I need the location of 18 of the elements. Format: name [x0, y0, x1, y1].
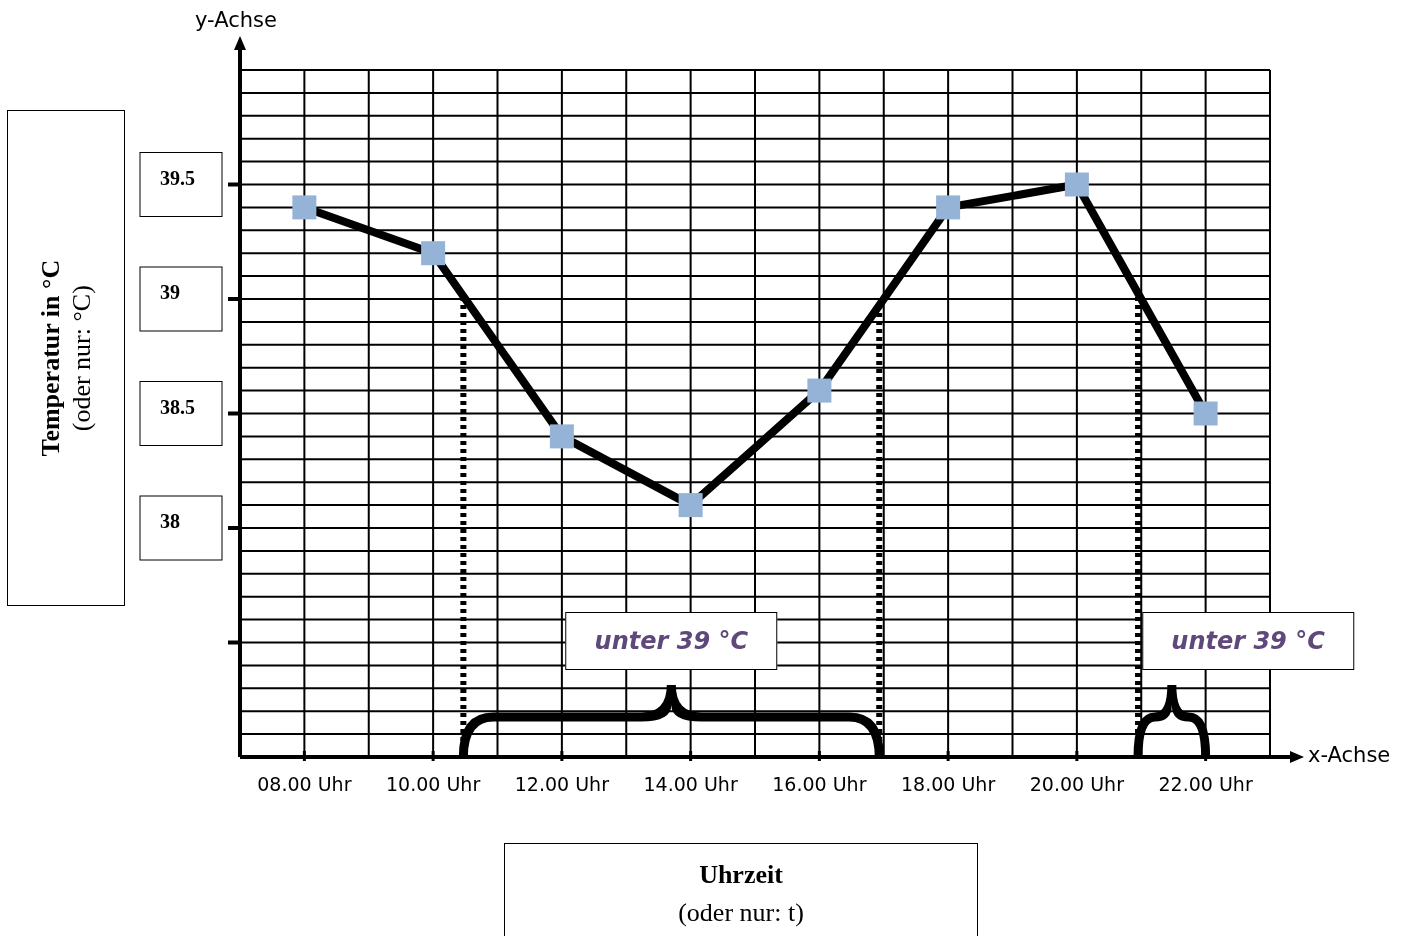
y-tick-label: 39 [160, 281, 180, 303]
x-tick-label: 10.00 Uhr [386, 773, 481, 795]
x-axis-title: Uhrzeit (oder nur: t) [677, 859, 805, 929]
x-tick-label: 20.00 Uhr [1029, 773, 1125, 795]
annotation: unter 39 °C [565, 612, 778, 670]
text: y-Achse [195, 8, 277, 32]
x-tick-label: 14.00 Uhr [643, 773, 738, 795]
annotation: unter 39 °C [1142, 612, 1354, 670]
y-tick-label: 39.5 [160, 166, 195, 189]
x-tick-label: 22.00 Uhr [1158, 773, 1253, 795]
x-tick-label: 16.00 Uhr [772, 773, 867, 795]
x-tick-label: 08.00 Uhr [257, 773, 352, 795]
y-tick-label: 38.5 [160, 395, 195, 418]
text: x-Achse [1308, 743, 1391, 767]
x-tick-label: 18.00 Uhr [901, 773, 996, 795]
x-tick-label: 12.00 Uhr [514, 773, 610, 795]
y-axis-title: Temperatur in °C (oder nur: °C) [34, 259, 97, 457]
y-tick-label: 38 [160, 510, 180, 532]
